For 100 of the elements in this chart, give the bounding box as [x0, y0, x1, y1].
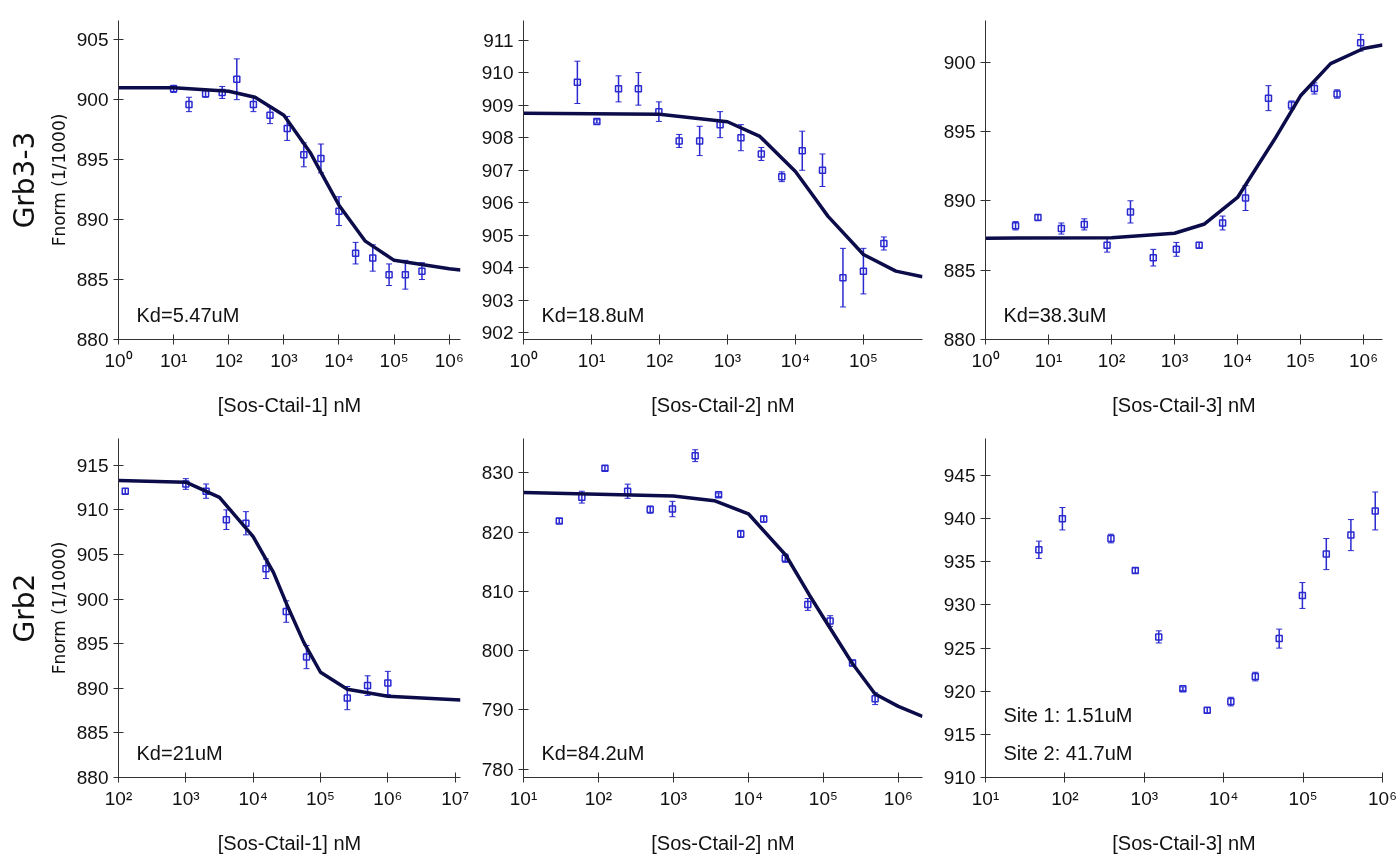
x-axis-title: [Sos-Ctail-1] nM — [217, 393, 362, 416]
point — [1371, 507, 1379, 515]
x-tick-label: 10² — [584, 787, 613, 809]
point — [1322, 550, 1331, 558]
y-axis-title: Fnorm (1/1000) — [48, 113, 69, 247]
point — [385, 270, 393, 279]
point — [818, 166, 827, 174]
point — [668, 505, 677, 513]
y-tick-label: 885 — [76, 269, 109, 291]
point — [1172, 245, 1181, 254]
y-tick-label: 935 — [943, 551, 976, 573]
x-tick-label: 10⁴ — [1209, 787, 1239, 809]
point — [401, 270, 410, 279]
point — [839, 273, 847, 282]
point — [1275, 634, 1283, 643]
point — [798, 146, 806, 155]
x-axis-title: [Sos-Ctail-2] nM — [651, 831, 795, 854]
point — [1347, 531, 1355, 539]
x-tick-label: 10⁰ — [509, 349, 538, 371]
point — [351, 249, 360, 257]
x-tick-label: 10⁴ — [780, 349, 811, 371]
x-tick-label: 10⁵ — [808, 787, 838, 809]
point — [859, 267, 868, 275]
y-tick-label: 885 — [76, 722, 109, 744]
y-tick-label: 880 — [76, 767, 109, 788]
y-tick-label: 915 — [943, 723, 976, 745]
annotation: Kd=38.3uM — [1003, 303, 1107, 326]
point — [1126, 208, 1135, 216]
x-tick-label: 10⁷ — [441, 787, 470, 809]
point — [300, 151, 308, 159]
x-tick-label: 10¹ — [159, 349, 188, 371]
y-tick-label: 920 — [943, 680, 976, 702]
x-axis-title: [Sos-Ctail-3] nM — [1112, 393, 1256, 416]
x-tick-label: 10¹ — [1034, 349, 1063, 371]
x-tick-label: 10⁰ — [104, 349, 133, 371]
y-tick-label: 905 — [481, 224, 514, 246]
y-tick-label: 900 — [76, 588, 109, 610]
x-tick-label: 10² — [104, 787, 133, 809]
y-tick-label: 906 — [481, 192, 514, 214]
point — [1218, 219, 1227, 227]
x-tick-label: 10⁵ — [306, 787, 336, 809]
point — [1103, 241, 1111, 249]
y-tick-label: 904 — [481, 257, 514, 279]
point — [1264, 94, 1273, 102]
x-tick-label: 10⁰ — [971, 349, 1000, 371]
x-tick-label: 10³ — [659, 787, 688, 809]
y-tick-label: 905 — [76, 543, 109, 565]
annotation: Kd=84.2uM — [541, 741, 645, 764]
y-tick-label: 800 — [481, 640, 514, 662]
x-tick-label: 10² — [645, 349, 674, 371]
point — [1154, 633, 1163, 641]
point — [757, 150, 766, 158]
y-tick-label: 908 — [481, 127, 514, 149]
x-tick-label: 10⁶ — [434, 349, 464, 371]
x-tick-label: 10¹ — [971, 787, 1000, 809]
y-tick-label: 910 — [76, 499, 109, 521]
y-tick-label: 925 — [943, 637, 976, 659]
y-tick-label: 910 — [481, 62, 514, 84]
x-tick-label: 10⁵ — [1288, 787, 1318, 809]
point — [675, 137, 683, 145]
y-tick-label: 911 — [483, 29, 514, 51]
y-tick-label: 810 — [481, 580, 514, 602]
annotation: Kd=5.47uM — [136, 303, 240, 326]
y-tick-label: 910 — [943, 767, 976, 788]
x-tick-label: 10³ — [713, 349, 742, 371]
x-tick-label: 10⁵ — [848, 349, 878, 371]
annotation: Kd=18.8uM — [541, 303, 645, 326]
point — [1149, 253, 1158, 262]
x-tick-label: 10⁴ — [324, 349, 354, 371]
y-tick-label: 890 — [76, 209, 109, 231]
x-tick-label: 10⁴ — [238, 787, 268, 809]
annotation: Site 1: 1.51uM — [1003, 703, 1133, 726]
point — [418, 267, 426, 275]
x-tick-label: 10⁶ — [1368, 787, 1397, 809]
y-tick-label: 820 — [481, 521, 514, 543]
y-tick-label: 790 — [481, 699, 514, 721]
point — [614, 85, 623, 93]
y-tick-label: 895 — [943, 120, 976, 142]
point — [695, 137, 704, 145]
y-tick-label: 915 — [76, 454, 109, 476]
y-tick-label: 830 — [481, 462, 514, 484]
point — [691, 451, 699, 460]
y-tick-label: 890 — [76, 677, 109, 699]
x-tick-label: 10⁶ — [373, 787, 403, 809]
y-tick-label: 900 — [76, 89, 109, 111]
point — [1356, 38, 1365, 47]
y-tick-label: 895 — [76, 633, 109, 655]
y-tick-label: 907 — [481, 159, 514, 181]
annotation: Kd=21uM — [136, 741, 223, 764]
point — [249, 100, 258, 109]
y-tick-label: 903 — [481, 289, 514, 311]
x-tick-label: 10¹ — [577, 349, 606, 371]
y-tick-label: 940 — [943, 508, 976, 530]
y-tick-label: 880 — [76, 329, 109, 350]
point — [317, 154, 325, 163]
y-axis-title: Fnorm (1/1000) — [48, 541, 69, 675]
x-tick-label: 10⁵ — [379, 349, 409, 371]
y-tick-label: 890 — [943, 190, 976, 212]
point — [185, 100, 193, 109]
y-tick-label: 885 — [943, 259, 976, 281]
